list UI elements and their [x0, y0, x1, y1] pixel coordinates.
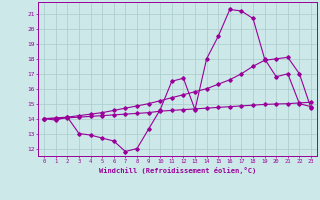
X-axis label: Windchill (Refroidissement éolien,°C): Windchill (Refroidissement éolien,°C)	[99, 167, 256, 174]
